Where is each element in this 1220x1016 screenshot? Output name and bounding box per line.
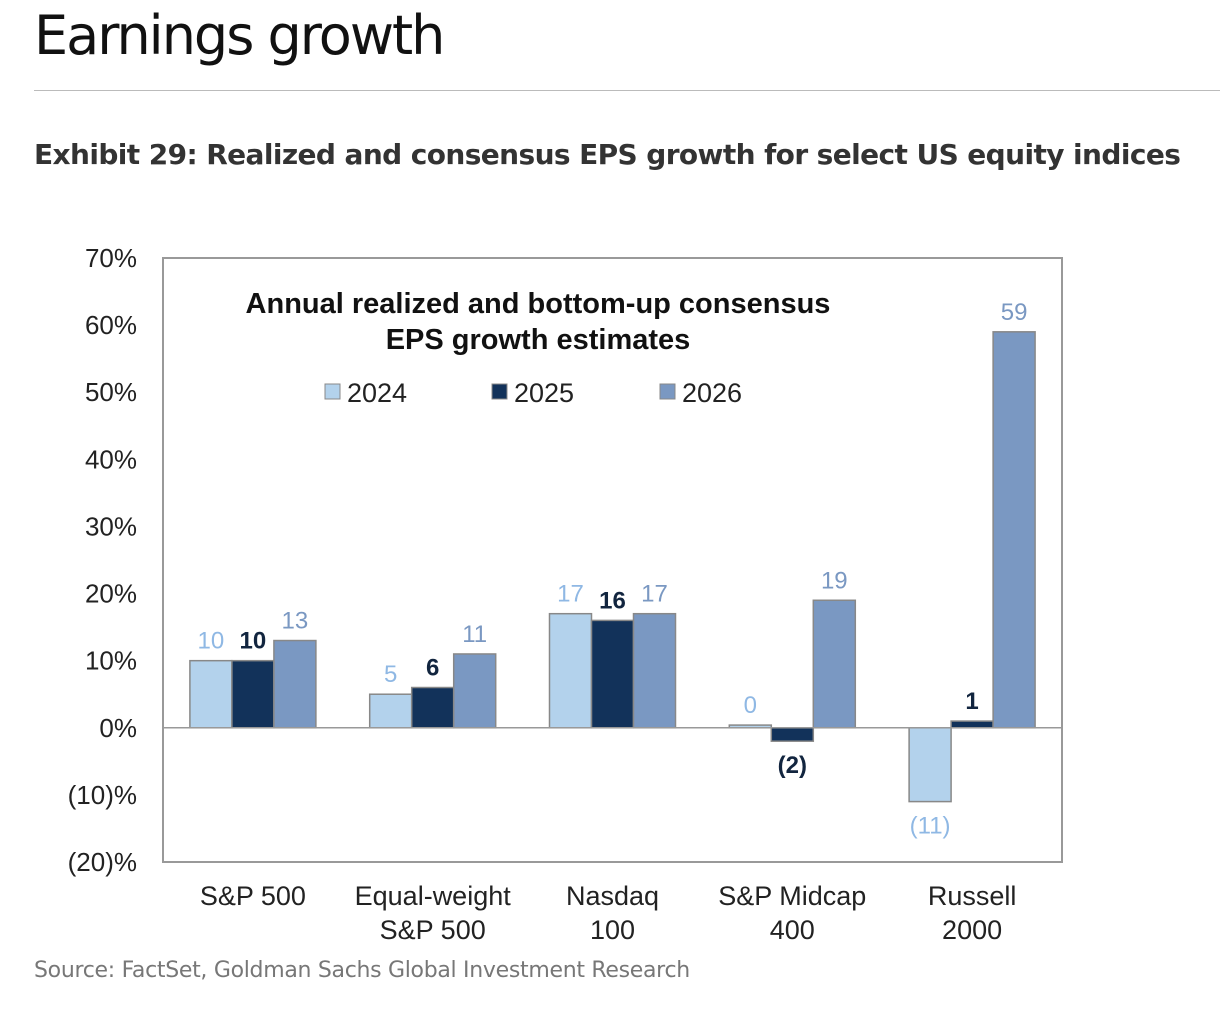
y-tick-label: 20% xyxy=(85,579,137,609)
y-tick-label: 10% xyxy=(85,646,137,676)
data-label-2025: (2) xyxy=(778,752,807,779)
data-label-2026: 17 xyxy=(641,581,668,608)
y-tick-label: (10)% xyxy=(68,780,137,810)
x-tick-label: Nasdaq xyxy=(566,881,659,911)
chart-title-line2: EPS growth estimates xyxy=(386,324,691,356)
y-tick-label: 30% xyxy=(85,511,137,541)
legend-swatch-2025 xyxy=(491,383,508,400)
y-tick-label: (20)% xyxy=(68,847,137,877)
chart-title: Annual realized and bottom-up consensus xyxy=(246,288,831,320)
y-tick-label: 50% xyxy=(85,377,137,407)
y-tick-label: 60% xyxy=(85,310,137,340)
data-label-2026: 19 xyxy=(821,567,848,594)
data-label-2024: 0 xyxy=(744,692,757,719)
x-tick-label: S&P 500 xyxy=(200,881,306,911)
data-label-2024: 10 xyxy=(198,628,225,655)
data-label-2024: (11) xyxy=(910,813,951,840)
bar-2026 xyxy=(992,331,1036,729)
title-divider xyxy=(34,90,1220,91)
legend-swatch-2024 xyxy=(324,383,341,400)
legend-label-2026: 2026 xyxy=(682,378,742,408)
y-tick-label: 70% xyxy=(85,243,137,273)
data-label-2024: 17 xyxy=(557,581,584,608)
bar-2024 xyxy=(368,693,413,729)
bar-2024 xyxy=(189,659,233,729)
data-label-2025: 6 xyxy=(426,655,439,682)
bar-2026 xyxy=(452,653,497,729)
x-tick-label: 2000 xyxy=(942,915,1002,945)
data-label-2026: 11 xyxy=(462,621,487,648)
y-tick-label: 0% xyxy=(99,713,137,743)
source-note: Source: FactSet, Goldman Sachs Global In… xyxy=(34,958,690,983)
bar-2025 xyxy=(770,727,815,742)
bar-2025 xyxy=(410,686,455,729)
page-title: Earnings growth xyxy=(34,4,445,67)
bar-2024 xyxy=(908,727,952,803)
data-label-2025: 10 xyxy=(240,628,267,655)
bar-2026 xyxy=(273,639,317,729)
data-label-2024: 5 xyxy=(384,661,397,688)
x-tick-label: Russell xyxy=(928,881,1017,911)
x-tick-label: Equal-weight xyxy=(355,881,512,911)
bar-2026 xyxy=(632,612,677,729)
bar-2026 xyxy=(812,599,857,729)
legend-swatch-2026 xyxy=(659,383,676,400)
bar-2024 xyxy=(548,612,593,729)
x-tick-label: S&P 500 xyxy=(380,915,486,945)
x-tick-label: 400 xyxy=(770,915,815,945)
data-label-2025: 1 xyxy=(965,688,978,715)
data-label-2026: 13 xyxy=(282,608,309,635)
data-label-2026: 59 xyxy=(1001,299,1028,326)
y-tick-label: 40% xyxy=(85,444,137,474)
bar-2025 xyxy=(950,720,994,729)
bar-2025 xyxy=(231,659,275,729)
bar-2025 xyxy=(590,619,635,729)
legend-label-2025: 2025 xyxy=(514,378,574,408)
x-tick-label: S&P Midcap xyxy=(718,881,866,911)
exhibit-title: Exhibit 29: Realized and consensus EPS g… xyxy=(34,138,1181,171)
data-label-2025: 16 xyxy=(599,587,626,614)
legend-label-2024: 2024 xyxy=(347,378,407,408)
x-tick-label: 100 xyxy=(590,915,635,945)
